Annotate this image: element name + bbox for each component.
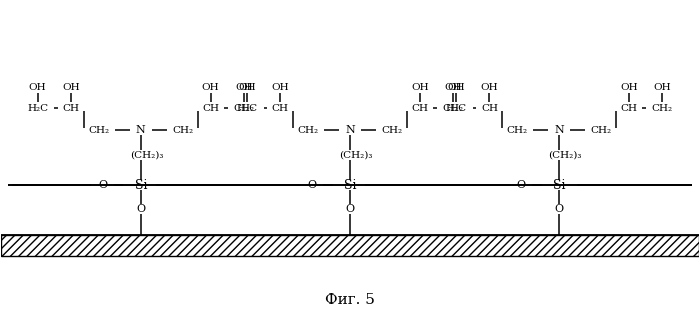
Text: CH₂: CH₂ <box>590 126 612 135</box>
Text: CH₂: CH₂ <box>507 126 528 135</box>
Text: CH₂: CH₂ <box>298 126 318 135</box>
Text: OH: OH <box>481 83 498 92</box>
Text: OH: OH <box>62 83 80 92</box>
Text: OH: OH <box>447 83 465 92</box>
Text: N: N <box>136 125 146 135</box>
Text: OH: OH <box>238 83 256 92</box>
Text: CH: CH <box>202 104 219 113</box>
Text: CH₂: CH₂ <box>382 126 402 135</box>
Text: O: O <box>554 204 564 214</box>
Text: H₂C: H₂C <box>27 104 48 113</box>
Text: (CH₂)₃: (CH₂)₃ <box>548 151 582 160</box>
Text: OH: OH <box>235 83 253 92</box>
Text: H₂C: H₂C <box>445 104 466 113</box>
Text: OH: OH <box>272 83 289 92</box>
Text: CH₂: CH₂ <box>88 126 110 135</box>
Text: Si: Si <box>553 179 566 192</box>
Text: CH: CH <box>411 104 428 113</box>
Text: O: O <box>136 204 146 214</box>
Text: O: O <box>98 180 107 190</box>
Text: O: O <box>307 180 316 190</box>
Text: OH: OH <box>620 83 638 92</box>
Text: N: N <box>345 125 355 135</box>
Text: (CH₂)₃: (CH₂)₃ <box>130 151 163 160</box>
Text: CH: CH <box>62 104 80 113</box>
Text: H₂C: H₂C <box>236 104 258 113</box>
Text: OH: OH <box>29 83 46 92</box>
Text: Si: Si <box>134 179 147 192</box>
Text: O: O <box>345 204 355 214</box>
Text: OH: OH <box>411 83 428 92</box>
Text: CH: CH <box>272 104 289 113</box>
Text: Фиг. 5: Фиг. 5 <box>325 293 375 307</box>
Text: OH: OH <box>654 83 671 92</box>
Text: CH₂: CH₂ <box>234 104 255 113</box>
Text: O: O <box>517 180 526 190</box>
Bar <box>1 236 699 256</box>
Text: OH: OH <box>444 83 462 92</box>
Text: OH: OH <box>202 83 219 92</box>
Text: CH: CH <box>620 104 638 113</box>
Text: CH₂: CH₂ <box>652 104 673 113</box>
Text: CH₂: CH₂ <box>442 104 464 113</box>
Text: CH₂: CH₂ <box>172 126 193 135</box>
Text: CH: CH <box>481 104 498 113</box>
Text: Si: Si <box>344 179 356 192</box>
Text: N: N <box>554 125 564 135</box>
Text: (CH₂)₃: (CH₂)₃ <box>339 151 372 160</box>
